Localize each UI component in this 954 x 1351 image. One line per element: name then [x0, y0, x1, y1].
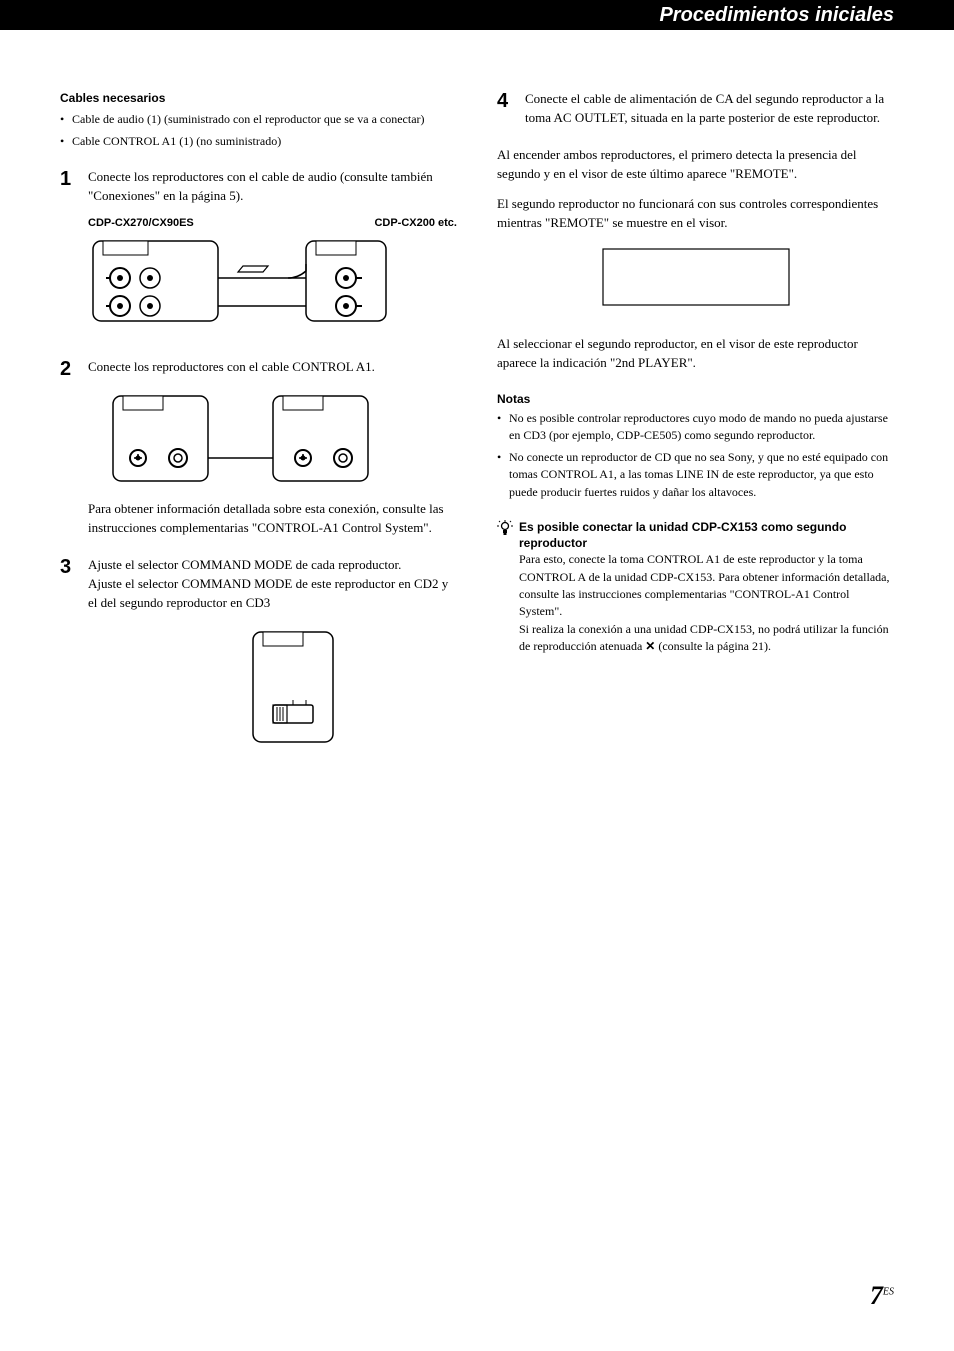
step-number: 4 [497, 90, 525, 128]
selector-diagram-icon [243, 627, 343, 747]
step-number: 2 [60, 358, 88, 538]
display-rect-icon [601, 247, 791, 307]
page-num-value: 7 [870, 1281, 883, 1310]
step-note: Para obtener información detallada sobre… [88, 500, 457, 538]
step-number: 1 [60, 168, 88, 339]
audio-cable-diagram: CDP-CX270/CX90ES CDP-CX200 etc. [88, 216, 457, 332]
tip-icon [497, 520, 513, 536]
page-num-suffix: ES [883, 1286, 894, 1297]
list-item: Cable de audio (1) (suministrado con el … [60, 111, 457, 128]
step-body: Conecte los reproductores con el cable C… [88, 358, 457, 538]
step-1: 1 Conecte los reproductores con el cable… [60, 168, 457, 339]
step-text: Conecte los reproductores con el cable d… [88, 168, 457, 206]
control-cable-diagram-icon [88, 386, 378, 486]
right-column: 4 Conecte el cable de alimentación de CA… [497, 90, 894, 778]
tip-section: Es posible conectar la unidad CDP-CX153 … [497, 519, 894, 551]
cables-list: Cable de audio (1) (suministrado con el … [60, 111, 457, 150]
tip-para: Para esto, conecte la toma CONTROL A1 de… [519, 551, 894, 621]
diagram-label-left: CDP-CX270/CX90ES [88, 216, 233, 232]
diagram-label-right: CDP-CX200 etc. [374, 216, 457, 232]
list-item: Cable CONTROL A1 (1) (no suministrado) [60, 133, 457, 150]
display-box [497, 247, 894, 313]
paragraph: Al encender ambos reproductores, el prim… [497, 146, 894, 184]
list-item: No conecte un reproductor de CD que no s… [497, 449, 894, 501]
paragraph: Al seleccionar el segundo reproductor, e… [497, 335, 894, 373]
tip-title: Es posible conectar la unidad CDP-CX153 … [519, 519, 894, 551]
step-text: Conecte el cable de alimentación de CA d… [525, 90, 894, 128]
command-mode-diagram [88, 627, 457, 753]
step-4: 4 Conecte el cable de alimentación de CA… [497, 90, 894, 128]
header-bar: Procedimientos iniciales [0, 0, 954, 30]
tip-para: Si realiza la conexión a una unidad CDP-… [519, 621, 894, 656]
step-body: Conecte el cable de alimentación de CA d… [525, 90, 894, 128]
step-2: 2 Conecte los reproductores con el cable… [60, 358, 457, 538]
header-title: Procedimientos iniciales [659, 4, 894, 27]
tip-text-b: (consulte la página 21). [655, 639, 771, 653]
control-a1-diagram [88, 386, 457, 492]
page-number: 7ES [870, 1281, 894, 1311]
page-content: Cables necesarios Cable de audio (1) (su… [0, 30, 954, 778]
notes-heading: Notas [497, 391, 894, 408]
step-number: 3 [60, 556, 88, 760]
cables-heading: Cables necesarios [60, 90, 457, 107]
step-note: Ajuste el selector COMMAND MODE de este … [88, 575, 457, 613]
cross-icon: ✕ [645, 639, 655, 653]
tip-body: Para esto, conecte la toma CONTROL A1 de… [519, 551, 894, 655]
step-body: Ajuste el selector COMMAND MODE de cada … [88, 556, 457, 760]
connection-diagram-icon [88, 236, 398, 326]
step-text: Conecte los reproductores con el cable C… [88, 358, 457, 377]
left-column: Cables necesarios Cable de audio (1) (su… [60, 90, 457, 778]
list-item: No es posible controlar reproductores cu… [497, 410, 894, 445]
step-text: Ajuste el selector COMMAND MODE de cada … [88, 556, 457, 575]
notes-list: No es posible controlar reproductores cu… [497, 410, 894, 501]
paragraph: El segundo reproductor no funcionará con… [497, 195, 894, 233]
step-3: 3 Ajuste el selector COMMAND MODE de cad… [60, 556, 457, 760]
step-body: Conecte los reproductores con el cable d… [88, 168, 457, 339]
